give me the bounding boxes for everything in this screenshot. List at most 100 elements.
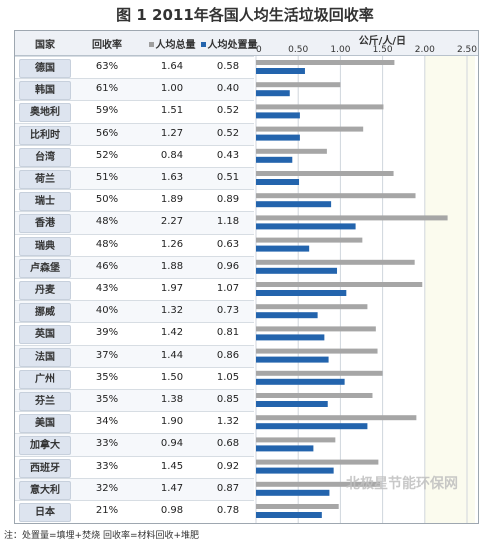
country-label: 瑞士 bbox=[19, 192, 71, 212]
bar-total bbox=[256, 459, 379, 465]
recycle-rate: 37% bbox=[95, 349, 119, 361]
bar-total bbox=[256, 237, 363, 243]
bar-total bbox=[256, 215, 448, 221]
table-row: 法国 37% 1.44 0.86 bbox=[15, 344, 254, 368]
bar-total bbox=[256, 370, 383, 376]
bar-total bbox=[256, 348, 378, 354]
bar-total bbox=[256, 259, 415, 265]
recycle-rate: 46% bbox=[95, 260, 119, 272]
table-row: 意大利 32% 1.47 0.87 bbox=[15, 477, 254, 501]
bar-total bbox=[256, 104, 384, 110]
country-label: 西班牙 bbox=[19, 458, 71, 478]
country-label: 德国 bbox=[19, 59, 71, 78]
bar-disposal bbox=[256, 223, 356, 230]
table-row: 香港 48% 2.27 1.18 bbox=[15, 211, 254, 235]
bar-disposal bbox=[256, 312, 318, 319]
total-value: 1.51 bbox=[160, 105, 184, 117]
table-row: 英国 39% 1.42 0.81 bbox=[15, 322, 254, 345]
table-row: 德国 63% 1.64 0.58 bbox=[15, 56, 254, 79]
header-country: 国家 bbox=[35, 40, 55, 51]
bar-total bbox=[256, 437, 336, 443]
total-value: 2.27 bbox=[160, 216, 184, 228]
disposal-value: 1.07 bbox=[216, 283, 240, 294]
total-value: 1.26 bbox=[160, 238, 184, 250]
recycle-rate: 51% bbox=[95, 172, 119, 183]
x-tick-label: 0.50 bbox=[288, 45, 308, 55]
country-label: 荷兰 bbox=[19, 170, 71, 189]
x-tick-label: 0 bbox=[256, 45, 262, 55]
disposal-value: 1.18 bbox=[216, 216, 240, 228]
bar-total bbox=[256, 82, 341, 88]
disposal-value: 0.73 bbox=[216, 305, 240, 317]
country-label: 卢森堡 bbox=[19, 258, 71, 278]
bar-disposal bbox=[256, 489, 330, 496]
bar-disposal bbox=[256, 267, 338, 274]
table-row: 台湾 52% 0.84 0.43 bbox=[15, 144, 254, 168]
total-value: 1.63 bbox=[160, 172, 184, 183]
disposal-value: 0.51 bbox=[216, 172, 240, 183]
table-row: 芬兰 35% 1.38 0.85 bbox=[15, 389, 254, 412]
country-label: 比利时 bbox=[19, 125, 71, 145]
total-value: 1.27 bbox=[160, 127, 184, 139]
table-row: 比利时 56% 1.27 0.52 bbox=[15, 122, 254, 146]
bar-total bbox=[256, 148, 327, 154]
disposal-value: 0.63 bbox=[216, 238, 240, 250]
footnote: 注：处置量=填埋+焚烧 回收率=材料回收+堆肥 bbox=[4, 531, 200, 541]
bar-disposal bbox=[256, 356, 329, 363]
recycle-rate: 63% bbox=[95, 61, 119, 72]
bar-total bbox=[256, 193, 416, 199]
country-label: 英国 bbox=[19, 325, 71, 345]
bar-disposal bbox=[256, 467, 334, 474]
country-label: 丹麦 bbox=[19, 281, 71, 300]
total-value: 0.98 bbox=[160, 505, 184, 516]
country-label: 美国 bbox=[19, 414, 71, 434]
recycle-rate: 21% bbox=[95, 505, 119, 516]
table-row: 广州 35% 1.50 1.05 bbox=[15, 366, 254, 390]
bar-disposal bbox=[256, 112, 300, 119]
bar-disposal bbox=[256, 512, 322, 518]
disposal-value: 0.43 bbox=[216, 149, 240, 161]
bar-chart: 0 0.50 1.00 1.50 2.00 2.50 bbox=[255, 45, 477, 523]
x-tick-label: 2.00 bbox=[415, 45, 435, 55]
bar-disposal bbox=[256, 423, 368, 430]
table-row: 加拿大 33% 0.94 0.68 bbox=[15, 433, 254, 457]
header-total: 人均总量 bbox=[140, 36, 204, 51]
table-row: 瑞士 50% 1.89 0.89 bbox=[15, 189, 254, 212]
country-label: 加拿大 bbox=[19, 436, 71, 456]
total-value: 1.47 bbox=[160, 482, 184, 494]
bar-disposal bbox=[256, 179, 300, 185]
disposal-value: 0.81 bbox=[216, 327, 240, 339]
country-label: 意大利 bbox=[19, 480, 71, 500]
recycle-rate: 56% bbox=[95, 127, 119, 139]
total-value: 1.88 bbox=[160, 260, 184, 272]
table-row: 挪威 40% 1.32 0.73 bbox=[15, 300, 254, 324]
bar-disposal bbox=[256, 245, 310, 252]
recycle-rate: 35% bbox=[95, 371, 119, 383]
total-value: 1.42 bbox=[160, 327, 184, 339]
bar-total bbox=[256, 304, 368, 310]
country-label: 挪威 bbox=[19, 303, 71, 323]
bar-disposal bbox=[256, 445, 314, 452]
bar-disposal bbox=[256, 90, 290, 97]
country-label: 香港 bbox=[19, 214, 71, 234]
table-row: 丹麦 43% 1.97 1.07 bbox=[15, 278, 254, 301]
country-label: 法国 bbox=[19, 347, 71, 367]
country-label: 韩国 bbox=[19, 81, 71, 101]
chart-frame: 国家 回收率 人均总量 人均处置量 公斤/人/日 德国 63% 1.64 0.58 韩国… bbox=[14, 30, 479, 524]
country-label: 台湾 bbox=[19, 147, 71, 167]
recycle-rate: 32% bbox=[95, 482, 119, 494]
recycle-rate: 61% bbox=[95, 83, 119, 95]
bar-disposal bbox=[256, 290, 347, 296]
recycle-rate: 52% bbox=[95, 149, 119, 161]
total-value: 1.45 bbox=[160, 460, 184, 472]
total-value: 1.97 bbox=[160, 283, 184, 294]
disposal-value: 0.58 bbox=[216, 61, 240, 72]
unit-label: 公斤/人/日 bbox=[358, 36, 406, 47]
total-value: 1.32 bbox=[160, 305, 184, 317]
total-value: 0.94 bbox=[160, 438, 184, 450]
bar-total bbox=[256, 171, 394, 176]
recycle-rate: 50% bbox=[95, 194, 119, 206]
x-tick-label: 1.50 bbox=[373, 45, 393, 55]
disposal-value: 0.40 bbox=[216, 83, 240, 95]
disposal-value: 0.96 bbox=[216, 260, 240, 272]
